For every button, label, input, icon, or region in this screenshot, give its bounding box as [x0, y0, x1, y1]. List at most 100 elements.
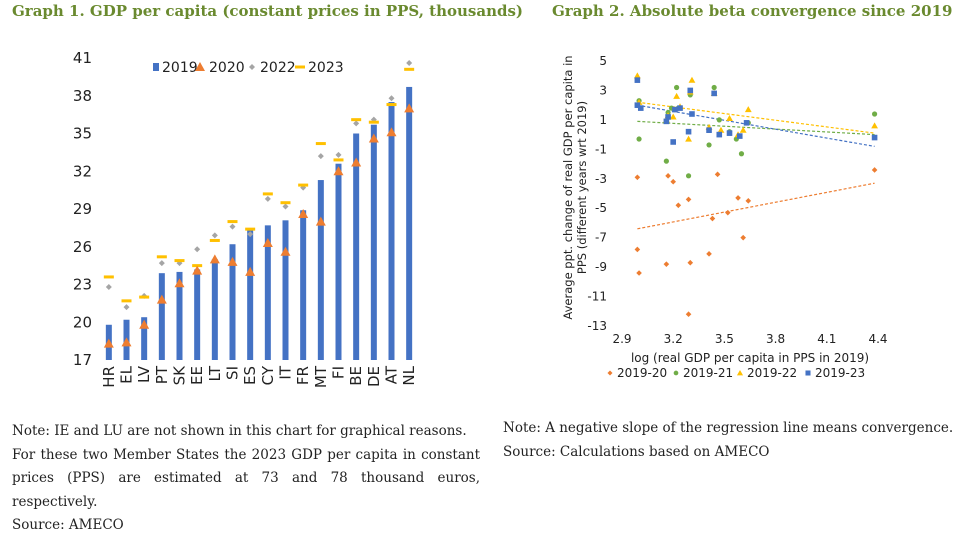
x-tick-label: 2.9 — [612, 332, 631, 346]
y-tick-label: 32 — [73, 162, 92, 180]
marker-2022 — [317, 153, 324, 160]
marker-2022 — [264, 195, 271, 202]
y-axis-label-line1: Average ppt. change of real GDP per capi… — [561, 55, 575, 319]
marker-2022 — [194, 246, 201, 253]
marker-2020 — [280, 246, 291, 256]
y-tick-label: 5 — [599, 54, 607, 68]
marker-2020 — [174, 278, 185, 288]
x-tick-label: SK — [171, 365, 189, 386]
marker-2022 — [247, 231, 254, 238]
marker-2023 — [192, 264, 203, 268]
marker-2020 — [298, 209, 309, 219]
legend-label-2019: 2019 — [162, 60, 198, 76]
point-2019-23 — [689, 111, 695, 117]
marker-2023 — [404, 67, 415, 71]
x-tick-label: DE — [365, 366, 383, 387]
point-2019-22 — [739, 126, 747, 133]
x-tick-label: BE — [347, 366, 365, 386]
x-tick-label: MT — [312, 365, 330, 388]
point-2019-20 — [634, 174, 641, 181]
marker-2022 — [335, 151, 342, 158]
point-2019-23 — [706, 127, 712, 133]
x-tick-label: 4.1 — [817, 332, 836, 346]
graph2-title: Graph 2. Absolute beta convergence since… — [552, 2, 953, 20]
x-tick-label: CY — [259, 365, 277, 385]
marker-2023 — [298, 183, 309, 187]
marker-2022 — [406, 60, 413, 67]
marker-2020 — [209, 254, 220, 264]
x-tick-label: IT — [277, 365, 295, 379]
trendline-2019-20 — [637, 182, 875, 230]
bar-2019 — [335, 163, 342, 360]
y-tick-label: 1 — [599, 113, 607, 127]
marker-2023 — [227, 220, 238, 224]
marker-2020 — [156, 294, 167, 304]
y-tick-label: -5 — [595, 201, 607, 215]
point-2019-23 — [672, 106, 678, 113]
marker-2020 — [315, 216, 326, 226]
x-tick-label: LT — [206, 365, 224, 381]
point-2019-23 — [716, 131, 723, 138]
point-2019-20 — [735, 195, 741, 201]
legend-label-2019-23: 2019-23 — [815, 366, 865, 380]
legend-label-2020: 2020 — [209, 60, 245, 76]
y-tick-label: 29 — [73, 200, 92, 218]
point-2019-23 — [736, 133, 743, 139]
legend-label-2019-21: 2019-21 — [683, 366, 733, 380]
y-tick-label: -11 — [587, 290, 607, 304]
bar-2019 — [370, 124, 377, 360]
trendline-2019-21 — [637, 120, 875, 136]
bar-2019 — [211, 259, 218, 360]
x-tick-label: ES — [241, 366, 259, 385]
point-2019-22 — [688, 76, 696, 83]
x-tick-label: NL — [400, 365, 418, 385]
point-2019-22 — [871, 122, 878, 129]
marker-2020 — [333, 166, 344, 176]
marker-2022 — [388, 95, 395, 102]
x-tick-label: 3.5 — [715, 332, 734, 346]
bar-2019 — [264, 225, 271, 360]
x-tick-label: 3.2 — [664, 332, 683, 346]
point-2019-20 — [714, 171, 721, 178]
point-2019-20 — [725, 209, 731, 216]
marker-2020 — [139, 319, 150, 329]
marker-2020 — [368, 133, 379, 143]
point-2019-23 — [726, 130, 733, 136]
marker-2020 — [386, 127, 397, 137]
point-2019-23 — [685, 128, 692, 135]
y-tick-label: -13 — [587, 319, 607, 333]
point-2019-20 — [745, 198, 752, 204]
marker-2023 — [245, 227, 256, 231]
point-2019-20 — [687, 259, 694, 266]
y-tick-label: 41 — [73, 49, 92, 67]
point-2019-23 — [634, 102, 641, 108]
marker-2022 — [211, 232, 218, 239]
y-tick-label: -1 — [595, 142, 607, 156]
point-2019-21 — [738, 151, 745, 157]
point-2019-22 — [673, 92, 681, 99]
y-tick-label: 26 — [73, 238, 92, 256]
point-2019-22 — [717, 126, 725, 133]
marker-2022 — [229, 223, 236, 230]
point-2019-20 — [706, 251, 712, 257]
graph1-note-line1: Note: IE and LU are not shown in this ch… — [12, 423, 467, 439]
x-tick-label: EL — [118, 365, 136, 383]
point-2019-23 — [677, 105, 683, 111]
legend-marker-2019-20 — [607, 370, 613, 376]
graph1-title: Graph 1. GDP per capita (constant prices… — [12, 2, 524, 20]
marker-2022 — [158, 260, 165, 267]
marker-2020 — [245, 266, 256, 276]
bar-2019 — [176, 271, 183, 360]
point-2019-20 — [636, 270, 642, 276]
y-tick-label: -9 — [595, 260, 607, 274]
y-axis-label-line2: PPS (different years wrt 2019) — [575, 101, 589, 274]
marker-2020 — [121, 337, 132, 347]
point-2019-23 — [634, 77, 641, 83]
bar-2019 — [353, 133, 360, 360]
point-2019-23 — [871, 134, 878, 141]
marker-2022 — [105, 284, 112, 291]
bar-2019 — [194, 269, 201, 360]
x-tick-label: 4.4 — [868, 332, 887, 346]
point-2019-20 — [665, 173, 671, 179]
